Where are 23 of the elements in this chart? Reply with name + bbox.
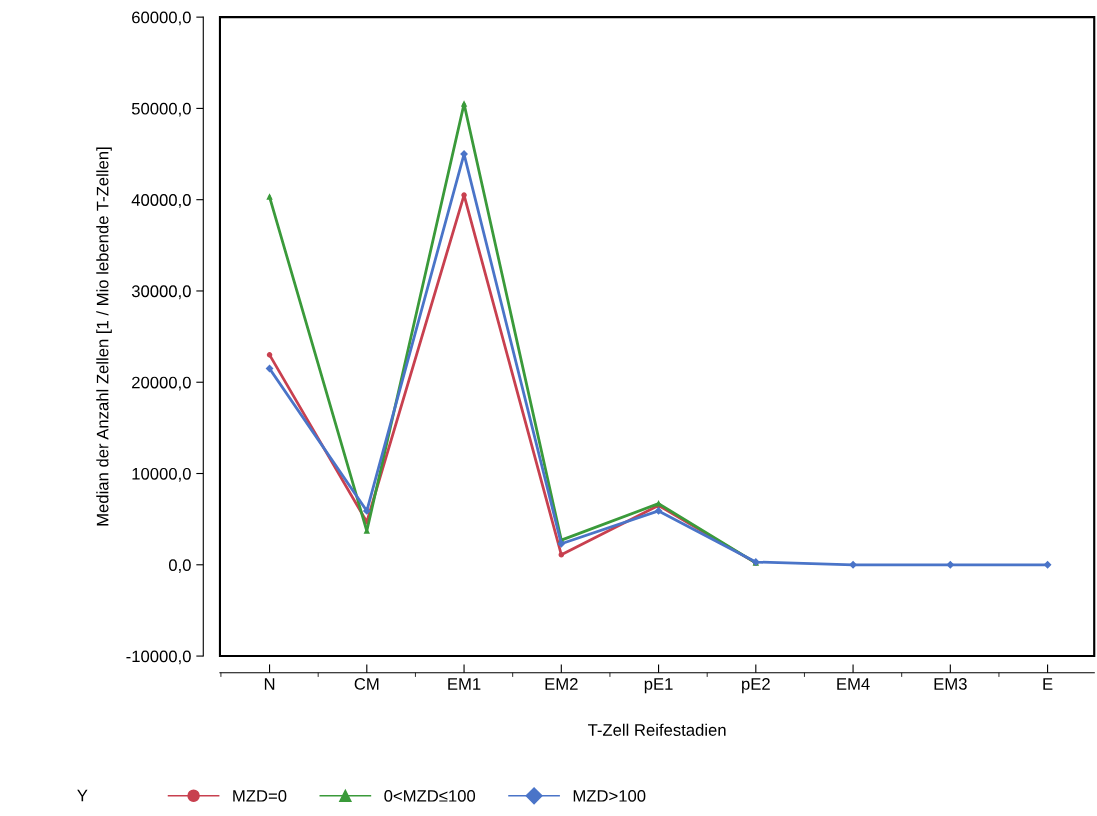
y-tick-label: 60000,0 xyxy=(132,11,191,26)
x-tick-label: EM1 xyxy=(448,678,481,690)
x-tick-label: E xyxy=(1043,678,1053,690)
x-tick-label: EM2 xyxy=(545,678,578,690)
legend-label: MZD=0 xyxy=(233,789,287,802)
legend-label: 0<MZD≤100 xyxy=(384,789,476,802)
x-tick-label: EM3 xyxy=(934,678,967,690)
x-axis-title: T-Zell Reifestadien xyxy=(588,723,726,736)
y-tick-label: 40000,0 xyxy=(131,194,191,208)
x-tick-label: CM xyxy=(354,678,379,690)
x-tick-label: pE2 xyxy=(742,678,770,694)
y-tick-label: 20000,0 xyxy=(132,376,191,391)
y-tick-label: 30000,0 xyxy=(131,285,191,300)
x-tick-label: EM4 xyxy=(837,678,870,690)
legend-label: MZD>100 xyxy=(573,789,646,802)
y-tick-label: 50000,0 xyxy=(131,102,191,117)
legend-title: Y xyxy=(77,789,88,802)
y-tick-label: 0,0 xyxy=(168,559,191,573)
y-tick-label: -10000,0 xyxy=(126,650,191,665)
x-tick-label: pE1 xyxy=(644,678,673,694)
x-tick-label: N xyxy=(264,678,275,690)
y-tick-label: 10000,0 xyxy=(132,467,191,482)
y-axis-title: Median der Anzahl Zellen [1 / Mio lebende T-Zellen] xyxy=(96,147,112,526)
